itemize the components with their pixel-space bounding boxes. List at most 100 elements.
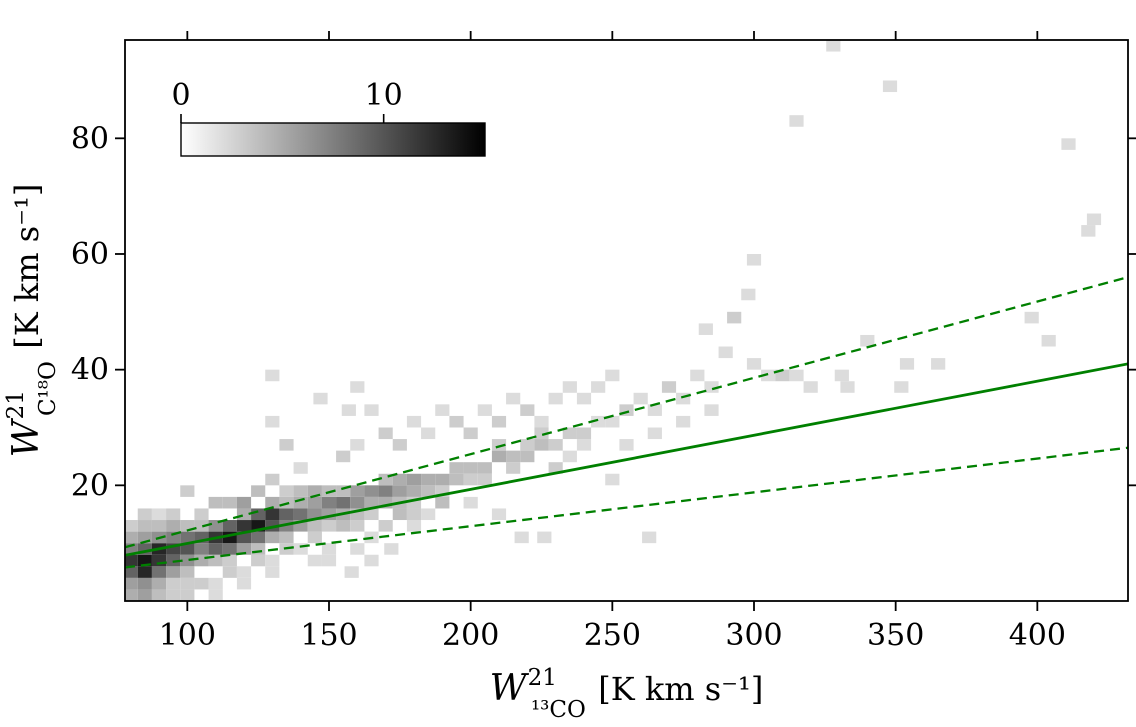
heatmap-cell bbox=[548, 392, 563, 405]
heatmap-cell bbox=[619, 404, 634, 416]
heatmap-cell bbox=[236, 508, 252, 521]
heatmap-cell bbox=[548, 439, 563, 451]
heatmap-cell bbox=[166, 520, 181, 532]
heatmap-cell bbox=[180, 554, 195, 567]
heatmap-cell bbox=[222, 531, 237, 544]
heatmap-cell bbox=[321, 543, 337, 555]
heatmap-cell bbox=[350, 439, 365, 451]
heatmap-cell bbox=[718, 346, 733, 359]
y-tick-label: 20 bbox=[71, 468, 109, 503]
heatmap-cell bbox=[899, 358, 915, 370]
x-tick-label: 200 bbox=[442, 618, 499, 653]
heatmap-cell bbox=[591, 381, 606, 393]
heatmap-cell bbox=[534, 439, 549, 451]
heatmap-cell bbox=[477, 462, 492, 474]
heatmap-cell bbox=[463, 496, 478, 509]
heatmap-cell bbox=[406, 520, 422, 532]
heatmap-cell bbox=[698, 323, 713, 335]
heatmap-cell bbox=[647, 404, 662, 416]
heatmap-cell bbox=[279, 531, 294, 544]
heatmap-cell bbox=[137, 577, 152, 590]
heatmap-cell bbox=[378, 485, 393, 497]
heatmap-cell bbox=[704, 381, 719, 393]
heatmap-cell bbox=[180, 566, 195, 578]
heatmap-cell bbox=[208, 554, 223, 567]
heatmap-cell bbox=[251, 485, 266, 497]
heatmap-cell bbox=[180, 589, 195, 601]
heatmap-cell bbox=[350, 496, 365, 509]
y-tick-label: 40 bbox=[71, 353, 109, 388]
heatmap-cell bbox=[676, 392, 691, 405]
heatmap-cell bbox=[435, 404, 450, 416]
heatmap-cell bbox=[137, 508, 152, 521]
heatmap-cell bbox=[321, 520, 337, 532]
heatmap-cell bbox=[236, 577, 252, 590]
x-tick-label: 250 bbox=[584, 618, 641, 653]
heatmap-cell bbox=[166, 554, 181, 567]
heatmap-cell bbox=[350, 485, 365, 497]
heatmap-cell bbox=[293, 485, 308, 497]
heatmap-cell bbox=[1086, 213, 1102, 226]
heatmap-cell bbox=[265, 566, 280, 578]
heatmap-cell bbox=[761, 369, 776, 382]
heatmap-cell bbox=[194, 554, 209, 567]
heatmap-cell bbox=[293, 496, 308, 509]
heatmap-cell bbox=[307, 496, 322, 509]
heatmap-cell bbox=[676, 415, 691, 428]
heatmap-cell bbox=[166, 543, 181, 555]
heatmap-cell bbox=[364, 404, 379, 416]
heatmap-cell bbox=[251, 543, 266, 555]
heatmap-cell bbox=[746, 253, 762, 266]
heatmap-cell bbox=[265, 369, 280, 382]
heatmap-cell bbox=[151, 508, 167, 521]
heatmap-cell bbox=[251, 520, 266, 532]
heatmap-cell bbox=[647, 427, 662, 440]
heatmap-cell bbox=[321, 554, 337, 567]
heatmap-cell bbox=[265, 531, 280, 544]
heatmap-cell bbox=[180, 531, 195, 544]
heatmap-cell bbox=[307, 485, 322, 497]
heatmap-cell bbox=[576, 427, 592, 440]
heatmap-cell bbox=[251, 531, 266, 544]
heatmap-cell bbox=[313, 392, 328, 405]
heatmap-cell bbox=[1041, 334, 1056, 347]
x-axis-label: W21 ¹³CO [K km s⁻¹] bbox=[490, 665, 764, 723]
heatmap-cell bbox=[208, 577, 223, 590]
heatmap-cell bbox=[406, 415, 422, 428]
heatmap-cell bbox=[265, 473, 280, 486]
heatmap-cell bbox=[803, 381, 818, 393]
x-tick-label: 350 bbox=[867, 618, 924, 653]
heatmap-cell bbox=[491, 450, 507, 463]
fit-line-dashed bbox=[125, 446, 1128, 569]
heatmap-cell bbox=[894, 381, 909, 393]
heatmap-cell bbox=[506, 392, 521, 405]
heatmap-cell bbox=[125, 520, 138, 532]
heatmap-cell bbox=[406, 485, 422, 497]
heatmap-cell bbox=[633, 392, 648, 405]
heatmap-cell bbox=[746, 358, 762, 370]
heatmap-cell bbox=[406, 473, 422, 486]
heatmap-cell bbox=[514, 531, 529, 544]
heatmap-cell bbox=[151, 589, 167, 601]
heatmap-cell bbox=[137, 589, 152, 601]
heatmap-cell bbox=[350, 543, 365, 555]
heatmap-cell bbox=[789, 369, 804, 382]
heatmap-cell bbox=[293, 508, 308, 521]
fit-line-solid bbox=[125, 362, 1128, 557]
heatmap-cell bbox=[336, 520, 351, 532]
heatmap-cell bbox=[364, 485, 379, 497]
heatmap-cell bbox=[406, 508, 422, 521]
heatmap-cell bbox=[307, 508, 322, 521]
heatmap-cell bbox=[166, 577, 181, 590]
heatmap-cell bbox=[435, 473, 450, 486]
x-tick-label: 400 bbox=[1009, 618, 1066, 653]
heatmap-cell bbox=[236, 496, 252, 509]
heatmap-cell bbox=[562, 450, 577, 463]
heatmap-cell bbox=[321, 496, 337, 509]
heatmap-cell bbox=[350, 381, 365, 393]
heatmap-cell bbox=[279, 508, 294, 521]
heatmap-cell bbox=[520, 404, 535, 416]
heatmap-cell bbox=[449, 473, 464, 486]
heatmap-cell bbox=[194, 543, 209, 555]
heatmap-cell bbox=[576, 439, 592, 451]
